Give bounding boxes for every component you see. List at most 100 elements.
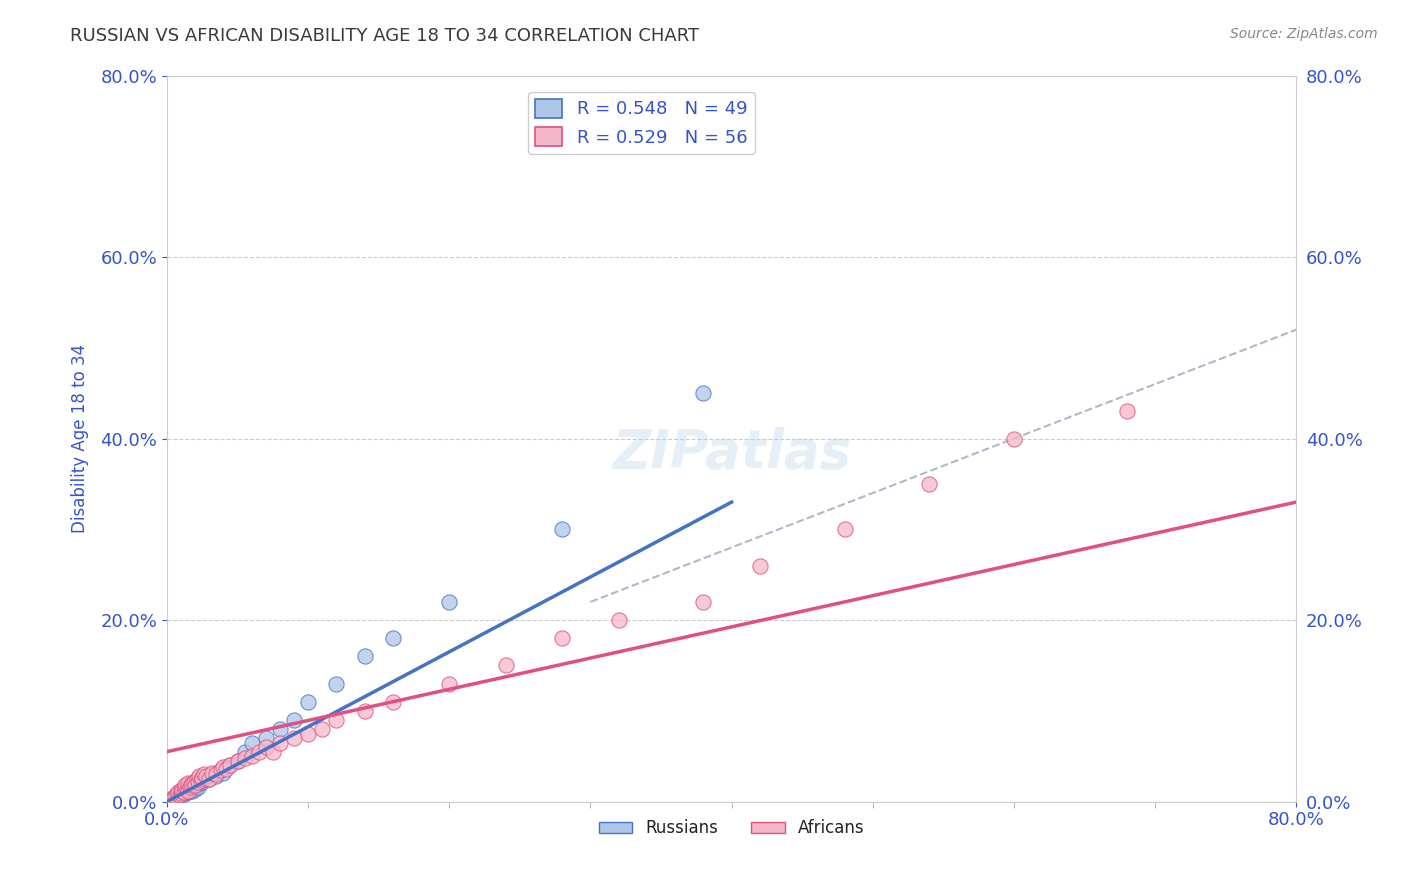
Point xyxy=(166,787,188,801)
Point xyxy=(170,782,193,797)
Point xyxy=(439,595,461,609)
Point xyxy=(193,767,215,781)
Point xyxy=(183,774,205,789)
Point xyxy=(177,778,200,792)
Point xyxy=(262,745,284,759)
Point xyxy=(381,631,404,645)
Point xyxy=(212,765,235,780)
Point xyxy=(173,780,195,795)
Point xyxy=(180,781,202,796)
Point xyxy=(179,780,201,794)
Point xyxy=(353,649,375,664)
Point xyxy=(240,735,263,749)
Point xyxy=(269,722,291,736)
Point xyxy=(173,787,195,801)
Point xyxy=(209,763,232,777)
Point xyxy=(495,658,517,673)
Point xyxy=(180,778,202,792)
Point xyxy=(162,791,184,805)
Point xyxy=(174,780,197,795)
Point xyxy=(201,765,224,780)
Point xyxy=(297,695,319,709)
Point xyxy=(247,745,270,759)
Point xyxy=(174,778,197,792)
Point xyxy=(187,774,209,789)
Text: ZIPatlas: ZIPatlas xyxy=(612,427,851,479)
Point xyxy=(163,790,186,805)
Point xyxy=(226,754,249,768)
Point xyxy=(188,776,211,790)
Point xyxy=(181,783,204,797)
Point xyxy=(233,751,256,765)
Text: RUSSIAN VS AFRICAN DISABILITY AGE 18 TO 34 CORRELATION CHART: RUSSIAN VS AFRICAN DISABILITY AGE 18 TO … xyxy=(70,27,699,45)
Point xyxy=(226,754,249,768)
Point xyxy=(325,676,347,690)
Point xyxy=(165,789,187,804)
Point xyxy=(254,731,277,745)
Point xyxy=(233,745,256,759)
Point xyxy=(1115,404,1137,418)
Point xyxy=(183,780,205,794)
Point xyxy=(254,740,277,755)
Point xyxy=(173,785,195,799)
Point xyxy=(439,676,461,690)
Point xyxy=(177,776,200,790)
Point xyxy=(172,785,194,799)
Point xyxy=(215,762,238,776)
Point xyxy=(311,722,333,736)
Point xyxy=(191,774,214,789)
Text: Source: ZipAtlas.com: Source: ZipAtlas.com xyxy=(1230,27,1378,41)
Point xyxy=(201,767,224,781)
Point xyxy=(551,631,574,645)
Point xyxy=(283,713,305,727)
Point xyxy=(186,772,208,786)
Point xyxy=(181,776,204,790)
Point xyxy=(692,386,714,401)
Point xyxy=(205,769,228,783)
Point xyxy=(219,758,242,772)
Point xyxy=(188,769,211,783)
Point xyxy=(172,783,194,797)
Point xyxy=(166,787,188,801)
Legend: Russians, Africans: Russians, Africans xyxy=(592,813,872,844)
Point xyxy=(190,772,212,787)
Point xyxy=(169,785,191,799)
Point xyxy=(381,695,404,709)
Point xyxy=(167,785,190,799)
Point xyxy=(212,760,235,774)
Point xyxy=(297,726,319,740)
Point xyxy=(184,781,207,796)
Point xyxy=(181,776,204,790)
Point xyxy=(918,477,941,491)
Point xyxy=(179,783,201,797)
Point xyxy=(176,783,198,797)
Point xyxy=(191,771,214,785)
Point xyxy=(169,789,191,803)
Point xyxy=(174,781,197,796)
Point xyxy=(176,781,198,796)
Point xyxy=(219,758,242,772)
Point xyxy=(269,735,291,749)
Point xyxy=(170,786,193,800)
Point xyxy=(193,772,215,786)
Point xyxy=(205,767,228,781)
Point xyxy=(198,772,221,786)
Point xyxy=(195,769,218,783)
Point xyxy=(748,558,770,573)
Point xyxy=(187,772,209,786)
Point xyxy=(184,778,207,792)
Point xyxy=(1002,432,1025,446)
Point xyxy=(187,780,209,794)
Y-axis label: Disability Age 18 to 34: Disability Age 18 to 34 xyxy=(72,344,89,533)
Point xyxy=(170,787,193,801)
Point xyxy=(174,785,197,799)
Point xyxy=(179,780,201,794)
Point xyxy=(353,704,375,718)
Point xyxy=(240,749,263,764)
Point xyxy=(177,783,200,797)
Point xyxy=(551,522,574,536)
Point xyxy=(607,613,630,627)
Point xyxy=(209,763,232,777)
Point xyxy=(834,522,856,536)
Point xyxy=(215,760,238,774)
